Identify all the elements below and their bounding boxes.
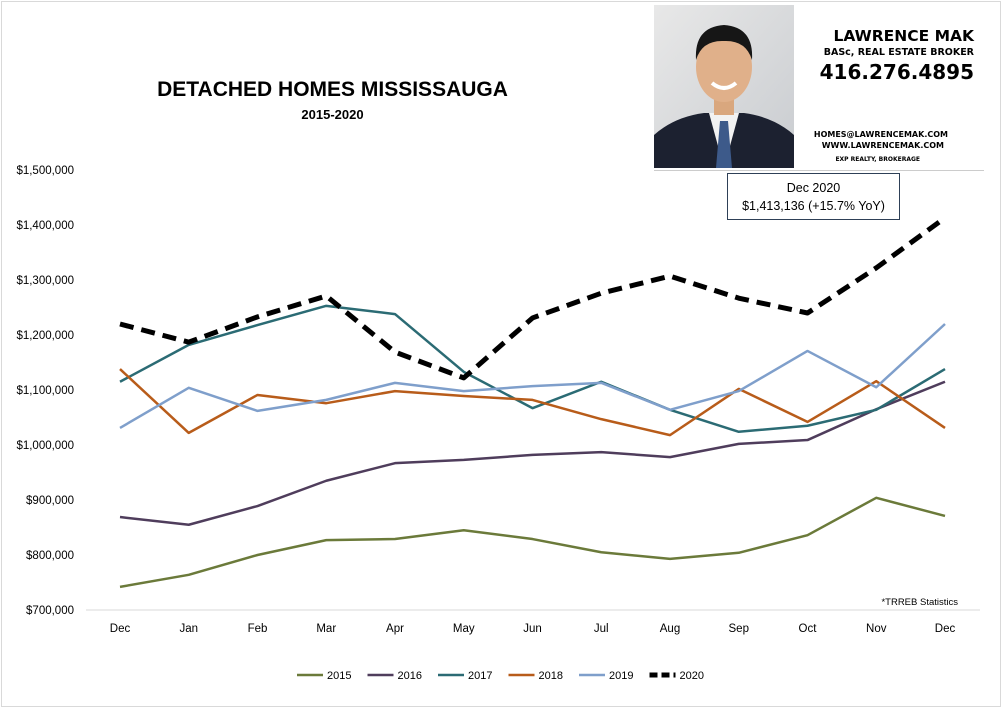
callout-date: Dec 2020 [786, 181, 841, 195]
y-tick-label: $1,200,000 [16, 330, 74, 342]
x-tick-label: May [453, 623, 475, 635]
y-tick-label: $1,100,000 [16, 385, 74, 397]
source-note: *TRREB Statistics [881, 597, 958, 608]
legend-label-2015: 2015 [327, 670, 351, 682]
agent-phone: 416.276.4895 [819, 60, 974, 84]
x-tick-label: Nov [866, 623, 887, 635]
x-tick-label: Feb [248, 623, 268, 635]
series-line-2018 [119, 368, 946, 437]
legend-label-2016: 2016 [398, 670, 422, 682]
x-axis: Dec Jan Feb Mar Apr May Jun Jul Aug Sep Oct Nov Dec [86, 609, 980, 635]
legend-label-2017: 2017 [468, 670, 492, 682]
series-lines [119, 215, 947, 589]
x-tick-label: Aug [660, 623, 680, 635]
y-tick-label: $1,400,000 [16, 220, 74, 232]
agent-email: HOMES@LAWRENCEMAK.COM [813, 130, 948, 139]
x-tick-label: Dec [935, 623, 956, 635]
x-tick-label: Sep [729, 623, 749, 635]
y-axis: $700,000 $800,000 $900,000 $1,000,000 $1,100… [16, 165, 74, 617]
x-tick-label: Dec [110, 623, 131, 635]
callout-box: Dec 2020 $1,413,136 (+15.7% YoY) [727, 173, 900, 220]
series-line-2020 [119, 215, 947, 381]
agent-website: WWW.LAWRENCEMAK.COM [821, 141, 944, 150]
series-line-2019 [119, 323, 946, 430]
y-tick-label: $800,000 [26, 550, 74, 562]
callout-value: $1,413,136 (+15.7% YoY) [742, 199, 885, 213]
x-tick-label: Apr [386, 623, 404, 635]
legend-label-2018: 2018 [539, 670, 563, 682]
y-tick-label: $1,300,000 [16, 275, 74, 287]
agent-name: LAWRENCE MAK [833, 27, 974, 45]
x-tick-label: Jun [523, 623, 542, 635]
chart-frame [1, 1, 1001, 707]
x-tick-label: Mar [316, 623, 336, 635]
y-tick-label: $900,000 [26, 495, 74, 507]
agent-credentials: BASc, REAL ESTATE BROKER [823, 47, 974, 58]
header-divider [654, 170, 984, 171]
legend: 2015 2016 2017 2018 2019 2020 [297, 670, 704, 682]
x-tick-label: Oct [799, 623, 818, 635]
series-line-2016 [119, 380, 946, 526]
chart-title: DETACHED HOMES MISSISSAUGA [157, 78, 508, 101]
agent-photo [654, 5, 794, 168]
chart-subtitle: 2015-2020 [301, 107, 364, 122]
y-tick-label: $700,000 [26, 605, 74, 617]
agent-brokerage: EXP REALTY, BROKERAGE [835, 156, 920, 163]
series-line-2017 [119, 304, 946, 434]
legend-label-2019: 2019 [609, 670, 633, 682]
series-line-2015 [119, 496, 946, 589]
legend-label-2020: 2020 [680, 670, 704, 682]
x-tick-label: Jan [179, 623, 198, 635]
y-tick-label: $1,500,000 [16, 165, 74, 177]
x-tick-label: Jul [594, 623, 609, 635]
y-tick-label: $1,000,000 [16, 440, 74, 452]
